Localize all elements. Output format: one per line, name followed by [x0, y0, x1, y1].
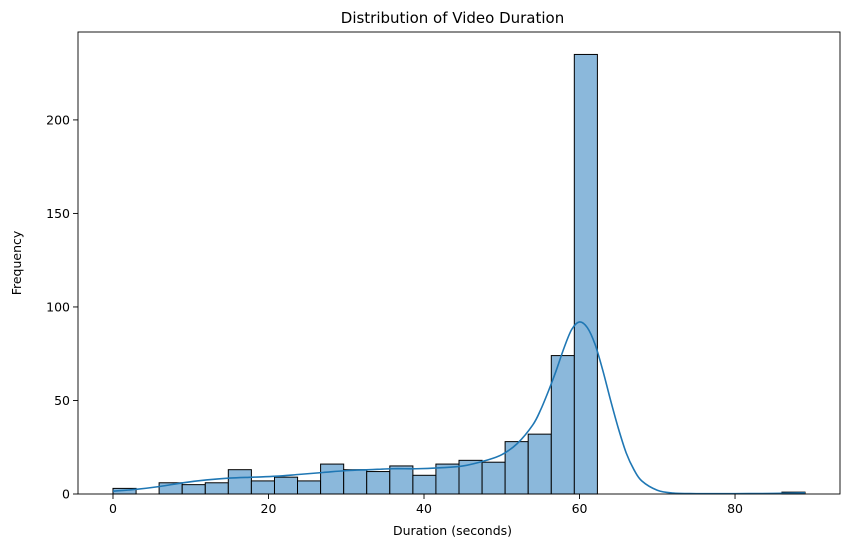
x-tick-label: 60 [572, 501, 588, 516]
histogram-bar [274, 477, 297, 494]
x-axis-label: Duration (seconds) [393, 523, 512, 538]
histogram-bar [205, 483, 228, 494]
histogram-bar [251, 481, 274, 494]
histogram-bar [344, 470, 367, 494]
histogram-bar [574, 54, 597, 494]
x-tick-label: 80 [727, 501, 743, 516]
y-axis-ticks: 0 50 100 150 200 [46, 112, 78, 501]
histogram-bar [367, 472, 390, 494]
y-tick-label: 150 [46, 206, 70, 221]
y-tick-label: 100 [46, 299, 70, 314]
y-tick-label: 50 [54, 393, 70, 408]
plot-area-frame [78, 32, 840, 494]
histogram-bar [321, 464, 344, 494]
histogram-bar [298, 481, 321, 494]
histogram-bar [182, 485, 205, 494]
histogram-bar [528, 434, 551, 494]
y-tick-label: 200 [46, 112, 70, 127]
x-axis-ticks: 0 20 40 60 80 [109, 494, 743, 516]
histogram-bar [228, 470, 251, 494]
histogram-bar [413, 475, 436, 494]
histogram-bar [482, 462, 505, 494]
y-tick-label: 0 [62, 487, 70, 502]
x-tick-label: 0 [109, 501, 117, 516]
histogram-bar [505, 442, 528, 494]
chart-title: Distribution of Video Duration [341, 9, 564, 27]
histogram-bar [390, 466, 413, 494]
x-tick-label: 40 [416, 501, 432, 516]
x-tick-label: 20 [261, 501, 277, 516]
y-axis-label: Frequency [9, 230, 24, 295]
histogram-bars [113, 54, 805, 494]
